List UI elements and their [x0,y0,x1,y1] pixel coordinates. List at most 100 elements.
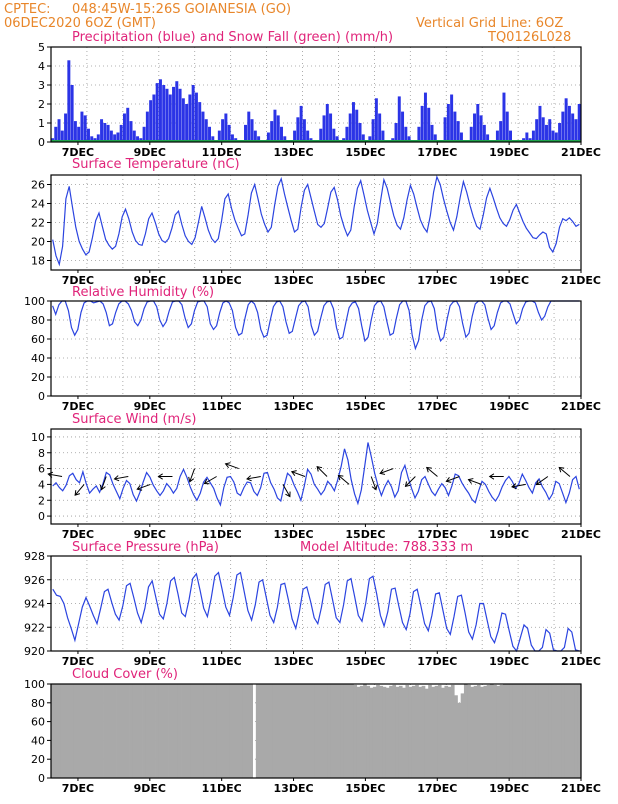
cloud-bar [398,685,403,778]
precip-bar [73,121,77,142]
cloud-bar [577,684,582,778]
precip-bar [358,123,362,142]
cloud-bar [174,684,179,778]
x-tick-label: 13DEC [274,655,314,668]
panel-frame [50,555,582,652]
precip-bar [250,119,254,142]
panel-frame [50,300,582,397]
cloud-bar [90,684,94,778]
y-tick-label: 2 [38,98,45,111]
x-tick-label: 15DEC [345,274,385,287]
y-tick-label: 920 [24,645,45,658]
x-tick-label: 7DEC [62,400,94,413]
precip-bar [191,85,195,142]
cloud-bar [493,684,497,778]
precip-bar [149,100,153,142]
precip-bar [70,85,74,142]
cloud-bar [285,684,289,778]
cloud-bar [80,684,84,778]
x-tick-label: 9DEC [134,655,166,668]
cloud-bar [532,684,536,778]
y-tick-label: 2 [38,494,45,507]
cloud-bar [340,684,345,778]
cloud-bar [437,684,442,778]
precip-bar [217,130,221,142]
cloud-bar [314,684,319,778]
cloud-bar [148,684,153,778]
cloud-bar [213,684,218,778]
panel-frame [50,46,582,143]
cloud-bar [389,685,393,778]
cloud-bar [242,684,247,778]
x-tick-label: 17DEC [417,400,457,413]
cloud-bar [96,684,101,778]
precip-bar [109,130,113,142]
x-tick-label: 11DEC [202,400,242,413]
cloud-bar [203,684,208,778]
x-tick-label: 9DEC [134,528,166,541]
precip-bar [420,105,424,142]
cloud-bar [320,684,325,778]
wind-arrow-head [337,474,344,481]
x-tick-label: 19DEC [489,782,529,795]
y-tick-label: 924 [24,598,45,611]
wind-arrow [426,467,438,477]
precip-bar [172,86,176,142]
wind-arrow [204,476,217,484]
cloud-bar [200,684,205,778]
wind-arrow-head [467,478,474,484]
cloud-bar [554,684,559,778]
cloud-bar [255,684,260,778]
x-tick-label: 11DEC [202,782,242,795]
cloud-bar [372,686,377,778]
precip-bar [96,134,100,142]
cloud-bar [112,684,117,778]
precip-bar [479,115,483,142]
pres-line [52,571,580,653]
precip-bar [165,88,169,142]
cloud-bar [207,684,211,778]
x-tick-label: 19DEC [489,146,529,159]
y-tick-label: 20 [31,236,45,249]
wind-arrow-head [558,466,565,473]
precip-bar [270,121,274,142]
wind-arrow-head [188,476,195,483]
temp-line [52,174,580,267]
humidity-title: Relative Humidity (%) [72,285,214,300]
x-tick-label: 21DEC [561,782,601,795]
wind-arrow [114,476,129,480]
wind-arrow-head [535,479,542,486]
cloud-bar [486,684,491,778]
cloud-bar [119,684,123,778]
precip-bar [417,126,421,142]
precip-bar [459,132,463,142]
precip-bar [181,98,185,142]
cloud-bar [392,684,397,778]
precip-bar [247,111,251,142]
cloud-bar [311,684,315,778]
cloud-bar [155,684,159,778]
precip-bar [221,119,225,142]
cloud-bar [353,684,358,778]
cloud-bar [434,685,439,778]
precip-bar [371,119,375,142]
y-tick-label: 3 [38,79,45,92]
wind-arrow [536,476,549,485]
panel-rh: 0 20 40 60 80 100 7DEC 9DEC 11DEC 13DEC 15DEC 17DEC… [24,295,601,413]
x-tick-label: 9DEC [134,146,166,159]
precip-bar [257,136,261,142]
precip-bar [574,119,578,142]
x-tick-label: 11DEC [202,528,242,541]
precip-bar [319,128,323,142]
y-tick-label: 20 [31,753,45,766]
x-tick-label: 7DEC [62,655,94,668]
y-tick-label: 80 [31,697,45,710]
precip-bar [509,130,512,142]
x-tick-label: 13DEC [274,274,314,287]
wind-arrow-head [285,491,291,498]
precip-title: Precipitation (blue) and Snow Fall (gree… [72,30,393,45]
cloud-bar [346,684,351,778]
cloud-bar [317,684,322,778]
y-tick-label: 1 [38,117,45,130]
y-tick-label: 24 [31,198,45,211]
